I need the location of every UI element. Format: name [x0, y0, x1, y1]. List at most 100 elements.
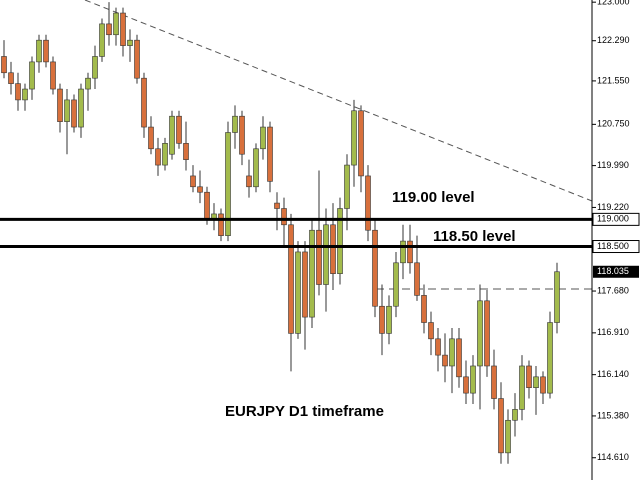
- candle-body: [309, 229, 315, 318]
- candle-body: [1, 56, 7, 74]
- candle-body: [204, 191, 210, 220]
- level-label-box: [592, 240, 640, 254]
- candle-body: [197, 186, 203, 193]
- y-tick-label: 121.550: [597, 75, 630, 85]
- current-price-box: [593, 265, 639, 278]
- candle-body: [169, 115, 175, 155]
- candle-body: [274, 202, 280, 209]
- candle-body: [330, 224, 336, 274]
- candle-body: [484, 300, 490, 367]
- candle-body: [15, 83, 21, 101]
- candle-body: [127, 39, 133, 46]
- candle-body: [456, 338, 462, 378]
- y-tick-label: 116.910: [597, 327, 629, 337]
- candle-body: [477, 300, 483, 367]
- candle-body: [141, 77, 147, 128]
- level-label-box: [592, 212, 640, 226]
- candle-body: [232, 115, 238, 133]
- candle-body: [512, 409, 518, 421]
- candle-body: [435, 338, 441, 356]
- candle-body: [183, 143, 189, 160]
- candle-body: [71, 99, 77, 128]
- candle-body: [547, 322, 553, 394]
- candle-body: [351, 110, 357, 166]
- level-label: 119.000: [597, 214, 629, 224]
- candle-body: [50, 61, 56, 90]
- candle-body: [162, 143, 168, 166]
- candle-body: [526, 365, 532, 388]
- candle-body: [386, 305, 392, 334]
- candle-body: [498, 398, 504, 454]
- y-tick-label: 123.000: [597, 0, 630, 7]
- candle-body: [260, 126, 266, 150]
- y-tick-label: 116.140: [597, 369, 629, 379]
- candle-body: [302, 251, 308, 318]
- candle-body: [288, 224, 294, 334]
- candle-body: [491, 365, 497, 399]
- y-tick-label: 117.680: [597, 285, 629, 295]
- candle-body: [134, 39, 140, 79]
- candle-body: [120, 12, 126, 46]
- candle-body: [92, 56, 98, 79]
- candle-body: [155, 148, 161, 166]
- y-tick-label: 122.290: [597, 35, 630, 45]
- candle-body: [85, 77, 91, 90]
- candle-body: [316, 229, 322, 285]
- candle-body: [22, 88, 28, 101]
- candle-body: [190, 175, 196, 188]
- candle-body: [113, 12, 119, 36]
- candle-body: [505, 419, 511, 454]
- candle-body: [463, 376, 469, 394]
- annotation: EURJPY D1 timeframe: [225, 403, 384, 420]
- y-tick-label: 120.750: [597, 119, 630, 129]
- candle-body: [337, 208, 343, 274]
- candle-body: [393, 262, 399, 307]
- candle-body: [554, 271, 560, 323]
- candle-body: [246, 175, 252, 188]
- current-price-label: 118.035: [597, 266, 629, 276]
- candle-body: [295, 251, 301, 334]
- annotation: 119.00 level: [392, 189, 475, 206]
- candle-body: [365, 175, 371, 231]
- candle-body: [281, 208, 287, 226]
- candle-body: [176, 115, 182, 144]
- level-label: 118.500: [597, 241, 629, 251]
- candle-body: [78, 88, 84, 128]
- candle-body: [519, 365, 525, 410]
- candle-body: [323, 224, 329, 285]
- candle-body: [29, 61, 35, 90]
- candle-body: [442, 354, 448, 367]
- candle-body: [428, 322, 434, 340]
- candle-body: [218, 213, 224, 236]
- candle-body: [106, 23, 112, 36]
- candle-body: [379, 305, 385, 334]
- y-tick-label: 115.380: [597, 410, 629, 420]
- candle-body: [533, 376, 539, 388]
- annotation: 118.50 level: [433, 228, 516, 245]
- y-tick-label: 119.220: [597, 202, 629, 212]
- y-tick-label: 114.610: [597, 452, 629, 462]
- y-tick-label: 119.990: [597, 160, 629, 170]
- candle-body: [99, 23, 105, 57]
- candle-body: [358, 110, 364, 177]
- candle-body: [267, 126, 273, 182]
- candle-body: [239, 115, 245, 155]
- candle-body: [421, 295, 427, 323]
- candle-body: [449, 338, 455, 367]
- candle-body: [225, 132, 231, 236]
- candle-body: [64, 99, 70, 122]
- candle-body: [36, 39, 42, 63]
- candle-body: [400, 240, 406, 264]
- candle-body: [8, 72, 14, 84]
- candle-body: [470, 365, 476, 394]
- candle-body: [57, 88, 63, 122]
- trend-line: [84, 0, 593, 202]
- candle-body: [253, 148, 259, 188]
- candle-body: [540, 376, 546, 394]
- candle-body: [372, 229, 378, 307]
- candle-body: [344, 164, 350, 209]
- candle-body: [407, 240, 413, 264]
- candle-body: [414, 262, 420, 296]
